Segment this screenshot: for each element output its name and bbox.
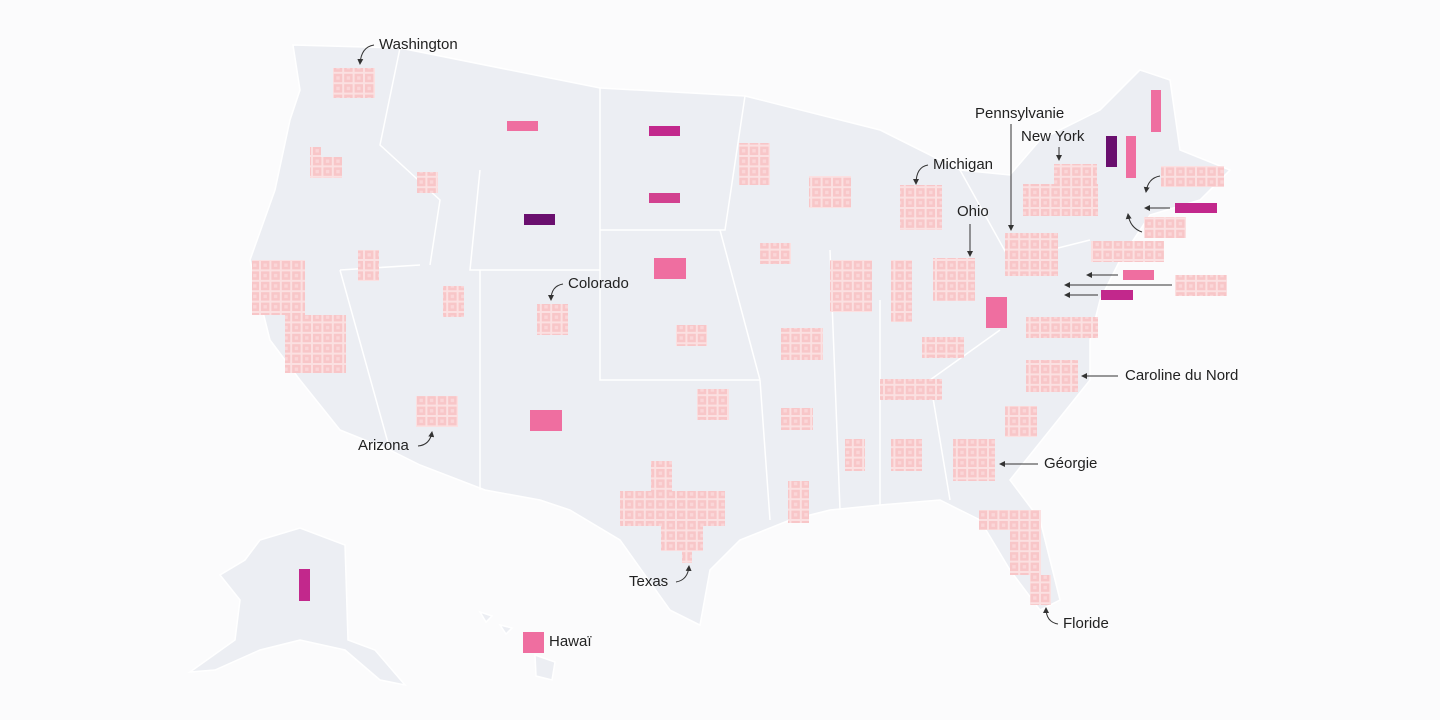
state-block <box>1026 317 1098 338</box>
state-label: Texas <box>629 573 668 590</box>
state-block <box>781 408 813 430</box>
state-block <box>1144 217 1186 238</box>
hawaii <box>478 610 556 681</box>
state-block <box>1030 575 1051 605</box>
state-label: Caroline du Nord <box>1125 367 1238 384</box>
state-block <box>523 632 544 653</box>
state-block <box>880 379 942 400</box>
state-block <box>1106 136 1117 167</box>
state-block <box>1126 136 1136 178</box>
arrows <box>357 44 1172 625</box>
state-block <box>933 258 975 301</box>
state-label: Géorgie <box>1044 455 1097 472</box>
state-block <box>417 172 438 193</box>
state-block <box>788 481 809 523</box>
state-block <box>530 410 562 431</box>
state-block <box>760 243 791 264</box>
state-block <box>891 439 922 471</box>
state-block <box>1005 233 1058 276</box>
state-block <box>310 147 321 157</box>
state-block <box>979 510 1041 530</box>
state-block <box>507 121 538 131</box>
state-block <box>1091 241 1164 262</box>
state-block <box>416 396 458 427</box>
state-block <box>891 260 912 322</box>
state-label: Hawaï <box>549 633 592 650</box>
state-label: Washington <box>379 36 458 53</box>
state-block <box>1054 164 1097 184</box>
state-label: New York <box>1021 128 1085 145</box>
state-block <box>1101 290 1133 300</box>
state-block <box>252 260 305 315</box>
state-block <box>1010 530 1041 575</box>
state-label: Michigan <box>933 156 993 173</box>
state-block <box>900 185 942 230</box>
state-blocks <box>252 68 1227 653</box>
state-block <box>661 526 703 551</box>
state-block <box>358 250 379 281</box>
state-block <box>1175 203 1217 213</box>
state-block <box>1151 90 1161 132</box>
state-block <box>697 389 729 420</box>
state-block <box>310 157 342 178</box>
state-block <box>953 439 995 481</box>
state-block <box>809 176 851 208</box>
state-block <box>299 569 310 601</box>
state-block <box>1175 275 1227 296</box>
state-label: Pennsylvanie <box>975 105 1064 122</box>
state-label: Floride <box>1063 615 1109 632</box>
state-block <box>649 126 680 136</box>
state-block <box>781 328 823 360</box>
state-block <box>845 439 865 471</box>
labels: Washington Colorado Arizona Texas Hawaï … <box>358 36 1238 650</box>
state-block <box>1005 406 1037 437</box>
state-block <box>739 143 770 185</box>
state-block <box>443 286 464 317</box>
state-block <box>1023 184 1098 216</box>
state-block <box>1123 270 1154 280</box>
state-block <box>682 551 692 563</box>
state-label: Ohio <box>957 203 989 220</box>
state-label: Colorado <box>568 275 629 292</box>
state-label: Arizona <box>358 437 410 454</box>
state-block <box>651 461 672 491</box>
alaska <box>187 527 407 687</box>
state-block <box>285 315 346 373</box>
state-block <box>986 297 1007 328</box>
state-block <box>1161 166 1224 187</box>
state-block <box>333 68 375 98</box>
state-block <box>524 214 555 225</box>
state-block <box>654 258 686 279</box>
state-block <box>830 260 872 312</box>
state-block <box>1026 360 1078 392</box>
state-block <box>537 304 568 335</box>
state-block <box>922 337 964 358</box>
state-block <box>620 491 725 526</box>
state-block <box>649 193 680 203</box>
state-block <box>676 325 707 346</box>
